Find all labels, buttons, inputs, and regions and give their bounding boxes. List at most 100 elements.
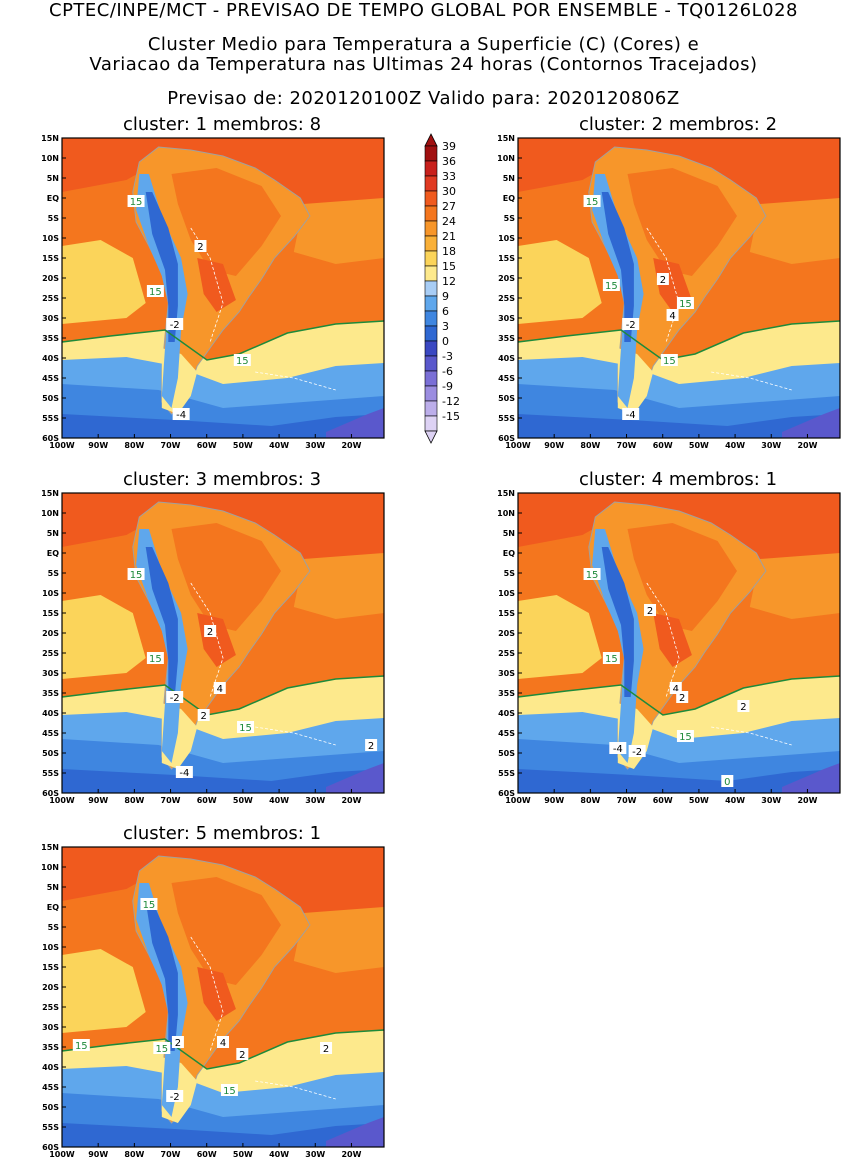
colorbar-swatch xyxy=(424,325,438,342)
lon-tick-label: 80W xyxy=(580,441,600,450)
lon-tick-label: 20W xyxy=(341,796,361,805)
lat-tick-label: 25S xyxy=(498,649,515,658)
lat-tick-label: 15N xyxy=(41,489,59,498)
colorbar-swatch xyxy=(424,385,438,402)
contour-label: 15 xyxy=(75,1041,88,1052)
pacific-cool-band xyxy=(518,240,602,324)
contour-label-box xyxy=(127,568,145,580)
contour-15-line xyxy=(517,675,841,716)
lat-tick-label: 15N xyxy=(497,489,515,498)
atlantic-warm-band xyxy=(293,553,384,619)
contour-label-box xyxy=(721,775,734,787)
lon-tick-label: 30W xyxy=(761,441,781,450)
lat-tick-label: 35S xyxy=(42,1043,59,1052)
lon-tick-label: 60W xyxy=(653,796,673,805)
contour-label-box xyxy=(146,652,164,664)
lon-tick-label: 70W xyxy=(617,796,637,805)
colorbar-tick-label: 12 xyxy=(442,275,456,288)
contour-label: 2 xyxy=(239,1050,245,1061)
contour-label-box xyxy=(656,273,669,285)
contour-label-box xyxy=(583,568,601,580)
contour-label: -4 xyxy=(613,744,623,755)
lat-tick-label: 5N xyxy=(47,174,59,183)
contour-label: 0 xyxy=(724,777,730,788)
colorbar-swatch xyxy=(424,175,438,192)
contour-label: 15 xyxy=(223,1086,236,1097)
lon-tick-label: 50W xyxy=(689,441,709,450)
lat-tick-label: 10S xyxy=(498,589,515,598)
lat-tick-label: 5S xyxy=(504,569,516,578)
lat-tick-label: 5S xyxy=(48,214,60,223)
contour-label: -2 xyxy=(170,320,180,331)
colorbar-swatch xyxy=(424,310,438,327)
lat-tick-label: 25S xyxy=(498,294,515,303)
contour-label-box xyxy=(153,1042,171,1054)
andes-deep-cold xyxy=(601,547,634,697)
contour-label: 4 xyxy=(217,684,223,695)
panel-2-title: cluster: 2 membros: 2 xyxy=(578,114,778,135)
pacific-cool-band xyxy=(518,595,602,679)
lat-tick-label: 30S xyxy=(42,669,59,678)
lon-tick-label: 30W xyxy=(305,1150,325,1157)
lat-tick-label: EQ xyxy=(503,549,515,558)
contour-label-box xyxy=(213,682,226,694)
lat-tick-label: 40S xyxy=(42,1063,59,1072)
andes-deep-cold xyxy=(145,192,178,342)
warm-north-band xyxy=(62,138,384,216)
contour-label-box xyxy=(583,195,601,207)
contour-label: 15 xyxy=(155,1044,168,1055)
colorbar-tick-label: 9 xyxy=(442,290,449,303)
lat-tick-label: 50S xyxy=(498,394,515,403)
contour-15-line xyxy=(517,320,841,361)
lon-tick-label: 60W xyxy=(197,796,217,805)
lat-tick-label: 40S xyxy=(498,709,515,718)
contour-label-box xyxy=(72,1039,90,1051)
lat-tick-label: 10N xyxy=(41,863,59,872)
lon-tick-label: 50W xyxy=(233,796,253,805)
colorbar-tick-label: 27 xyxy=(442,200,456,213)
lon-tick-label: 40W xyxy=(269,1150,289,1157)
lon-tick-label: 70W xyxy=(617,441,637,450)
colorbar-swatch xyxy=(424,400,438,417)
lat-tick-label: 45S xyxy=(42,729,59,738)
contour-label-box xyxy=(602,652,620,664)
lat-tick-label: 30S xyxy=(498,669,515,678)
lat-tick-label: 50S xyxy=(42,394,59,403)
lat-tick-label: 40S xyxy=(42,354,59,363)
lat-tick-label: 15N xyxy=(41,134,59,143)
lon-tick-label: 100W xyxy=(49,796,75,805)
contour-label: -2 xyxy=(626,320,636,331)
contour-label-box xyxy=(236,1048,249,1060)
colorbar-bottom-arrow xyxy=(424,430,438,444)
band-3 xyxy=(518,769,840,793)
contour-label: 15 xyxy=(149,654,162,665)
lat-tick-label: 15N xyxy=(497,134,515,143)
contour-label: 15 xyxy=(679,299,692,310)
contour-label: 2 xyxy=(647,606,653,617)
contour-label: 15 xyxy=(239,723,252,734)
andes-deep-cold xyxy=(145,901,178,1051)
lat-tick-label: 20S xyxy=(42,274,59,283)
panel-frame xyxy=(517,492,841,794)
contour-label: 15 xyxy=(586,197,599,208)
contour-label: -4 xyxy=(176,410,186,421)
lon-tick-label: 70W xyxy=(161,1150,181,1157)
contour-label-box xyxy=(622,318,640,330)
lat-tick-label: 20S xyxy=(498,274,515,283)
map-panel-4: 15N 10N 5N EQ 5S 10S 15S 20S 25S 30S 35S 40S 45S 50S 5… xyxy=(497,489,841,805)
andes-cold-band xyxy=(136,529,188,763)
lat-tick-label: 15N xyxy=(41,843,59,852)
lat-tick-label: 5N xyxy=(47,883,59,892)
band-3 xyxy=(518,414,840,438)
map-panel-3: 15N 10N 5N EQ 5S 10S 15S 20S 25S 30S 35S 40S 45S 50S 5… xyxy=(41,489,385,805)
contour-label-box xyxy=(140,898,158,910)
pacific-cool-band xyxy=(62,949,146,1033)
map-panel-2: 15N 10N 5N EQ 5S 10S 15S 20S 25S 30S 35S 40S 45S 50S 5… xyxy=(497,134,841,450)
lon-tick-label: 20W xyxy=(341,441,361,450)
lat-tick-label: EQ xyxy=(47,903,59,912)
panel-1-title: cluster: 1 membros: 8 xyxy=(122,114,322,135)
lat-tick-label: 40S xyxy=(42,709,59,718)
lat-tick-label: 5N xyxy=(503,174,515,183)
